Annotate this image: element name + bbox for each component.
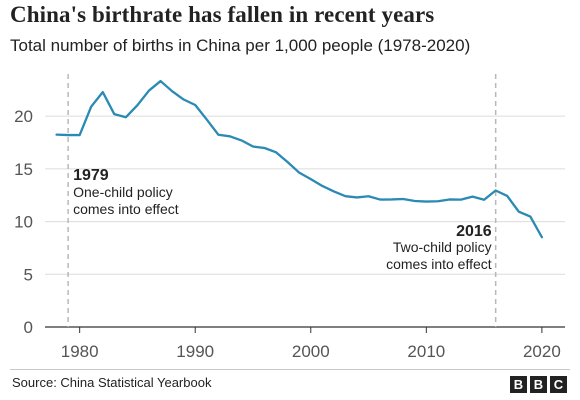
x-tick-label-1990: 1990 [176, 342, 214, 361]
bbc-logo: B B C [510, 376, 567, 393]
x-tick-label-2010: 2010 [407, 342, 445, 361]
x-tick-label-2000: 2000 [292, 342, 330, 361]
y-tick-label-15: 15 [14, 160, 33, 179]
y-tick-label-20: 20 [14, 107, 33, 126]
footer-divider [10, 369, 570, 370]
y-tick-label-0: 0 [24, 318, 33, 337]
annotation-text-1979-1: One-child policy [73, 184, 173, 200]
annotation-text-2016-1: Two-child policy [393, 239, 492, 255]
x-tick-label-1980: 1980 [61, 342, 99, 361]
bbc-logo-letter-c: C [550, 376, 567, 393]
y-tick-label-5: 5 [24, 265, 33, 284]
chart-subtitle: Total number of births in China per 1,00… [10, 36, 471, 55]
source-note: Source: China Statistical Yearbook [12, 375, 212, 390]
x-tick-label-2020: 2020 [523, 342, 561, 361]
annotation-year-1979: 1979 [73, 167, 109, 184]
y-tick-label-10: 10 [14, 213, 33, 232]
annotation-text-1979-2: comes into effect [73, 201, 179, 217]
annotation-text-2016-2: comes into effect [386, 256, 492, 272]
birthrate-line [55, 79, 544, 239]
annotation-year-2016: 2016 [456, 223, 492, 240]
chart-title: China's birthrate has fallen in recent y… [10, 2, 435, 27]
bbc-logo-letter-b1: B [510, 376, 527, 393]
bbc-logo-letter-b2: B [530, 376, 547, 393]
line-chart: 0 5 10 15 20 1980 1990 2000 2010 2020 1979One-chil… [14, 74, 565, 361]
